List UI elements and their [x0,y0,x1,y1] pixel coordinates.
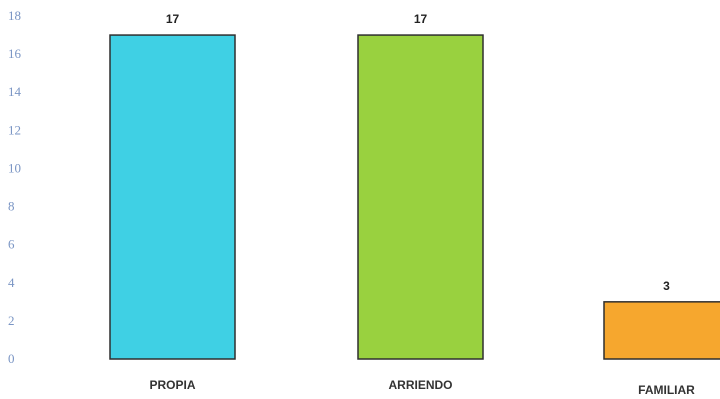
bar-arriendo [357,34,484,360]
data-label: 17 [166,12,180,26]
x-axis: PROPIA ARRIENDO FAMILIAR [149,378,695,397]
x-tick-label: FAMILIAR [638,383,695,397]
y-tick-label: 12 [8,122,21,137]
y-tick-label: 2 [8,313,15,328]
bar-familiar [603,301,720,360]
y-axis: 0 2 4 6 8 10 12 14 16 18 [8,8,22,366]
data-labels: 17 17 3 [166,12,670,293]
y-tick-label: 0 [8,351,15,366]
y-tick-label: 18 [8,8,21,23]
y-tick-label: 6 [8,237,15,252]
x-tick-label: PROPIA [149,378,195,392]
y-tick-label: 16 [8,46,22,61]
bars [109,34,720,360]
data-label: 17 [414,12,428,26]
y-tick-label: 10 [8,160,21,175]
y-tick-label: 14 [8,84,22,99]
data-label: 3 [663,279,670,293]
y-tick-label: 8 [8,199,15,214]
x-tick-label: ARRIENDO [388,378,452,392]
bar-propia [109,34,236,360]
y-tick-label: 4 [8,275,15,290]
